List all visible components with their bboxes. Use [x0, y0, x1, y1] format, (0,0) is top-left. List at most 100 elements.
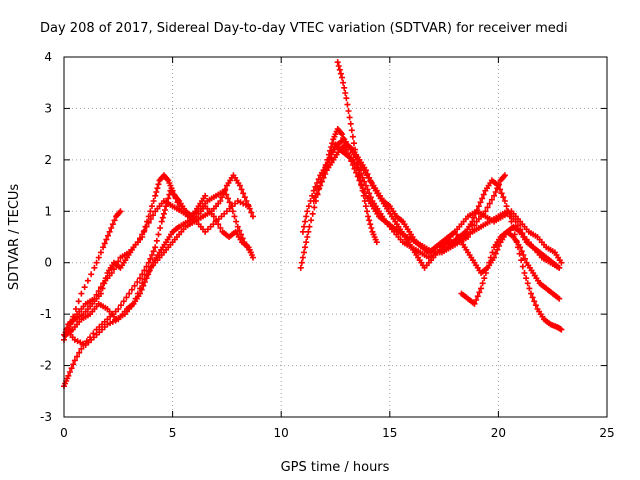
data-point	[353, 169, 360, 176]
data-point	[134, 279, 141, 285]
data-point	[315, 176, 322, 183]
data-point	[106, 228, 113, 235]
data-point	[355, 165, 362, 172]
data-point	[153, 237, 160, 244]
data-point	[152, 192, 159, 199]
data-point	[345, 108, 352, 114]
data-point	[78, 290, 85, 297]
data-point	[510, 225, 517, 231]
data-point	[486, 200, 493, 207]
data-point	[302, 244, 309, 251]
data-point	[157, 225, 164, 231]
data-point	[505, 208, 512, 215]
data-point	[236, 227, 243, 234]
data-point	[366, 217, 373, 224]
data-point	[91, 264, 98, 271]
data-point	[150, 248, 157, 255]
data-point	[143, 272, 150, 279]
data-point	[217, 225, 224, 231]
y-tick-label: 0	[44, 256, 52, 270]
data-point	[349, 133, 356, 140]
data-point	[346, 114, 353, 121]
data-point	[368, 225, 375, 231]
data-point	[475, 203, 482, 210]
data-point	[487, 254, 494, 261]
data-point	[309, 210, 316, 217]
data-point	[310, 198, 317, 204]
data-point	[315, 186, 322, 193]
data-point	[522, 255, 529, 262]
data-point	[521, 270, 528, 276]
data-point	[480, 191, 487, 198]
data-point	[314, 190, 321, 197]
data-point	[159, 214, 166, 221]
data-point	[298, 259, 305, 266]
data-point	[492, 250, 499, 257]
data-point	[123, 294, 130, 301]
data-point	[473, 297, 480, 303]
data-point	[224, 195, 231, 202]
data-point	[306, 223, 313, 230]
series-track-13	[436, 177, 565, 333]
data-point	[101, 240, 108, 247]
data-point	[495, 182, 502, 189]
x-tick-label: 25	[599, 426, 614, 440]
data-point	[500, 194, 507, 201]
data-point	[171, 191, 178, 198]
data-point	[471, 300, 478, 307]
data-point	[305, 228, 312, 235]
data-point	[248, 209, 255, 216]
data-point	[210, 213, 217, 220]
data-point	[108, 225, 115, 231]
series-track-5	[63, 172, 256, 338]
data-point	[518, 257, 525, 264]
data-point	[334, 59, 341, 66]
data-point	[150, 198, 157, 204]
data-point	[342, 90, 349, 96]
x-tick-label: 20	[491, 426, 506, 440]
data-point	[326, 155, 333, 162]
data-point	[478, 285, 485, 292]
data-point	[311, 204, 318, 211]
data-point	[523, 275, 530, 282]
data-point	[301, 223, 308, 230]
data-point	[234, 223, 241, 230]
data-point	[481, 275, 488, 282]
data-point	[317, 182, 324, 189]
data-point	[221, 187, 228, 194]
data-point	[88, 271, 95, 278]
data-point	[217, 198, 224, 204]
y-tick-label: -2	[40, 359, 52, 373]
data-point	[145, 268, 152, 275]
data-point	[148, 203, 155, 210]
data-point	[297, 264, 304, 271]
data-point	[339, 74, 346, 81]
data-point	[343, 95, 350, 102]
data-point	[337, 70, 344, 77]
data-point	[97, 249, 104, 256]
data-point	[506, 213, 513, 220]
data-point	[153, 189, 160, 195]
data-point	[356, 172, 363, 179]
x-tick-label: 10	[274, 426, 289, 440]
data-point	[93, 291, 100, 298]
data-point	[141, 276, 148, 283]
x-axis-label: GPS time / hours	[281, 460, 390, 475]
data-point	[174, 199, 181, 206]
data-point	[495, 243, 502, 249]
data-point	[329, 140, 336, 147]
data-point	[472, 210, 479, 217]
data-point	[137, 285, 144, 292]
data-point	[117, 208, 124, 215]
data-point	[150, 212, 157, 219]
data-point	[145, 219, 152, 226]
data-point	[357, 177, 364, 184]
data-point	[353, 153, 360, 159]
plot-frame	[63, 56, 608, 418]
data-point	[531, 298, 538, 305]
data-point	[339, 131, 346, 138]
data-point	[511, 231, 518, 238]
series-track-2	[61, 187, 209, 390]
data-point	[474, 207, 481, 213]
